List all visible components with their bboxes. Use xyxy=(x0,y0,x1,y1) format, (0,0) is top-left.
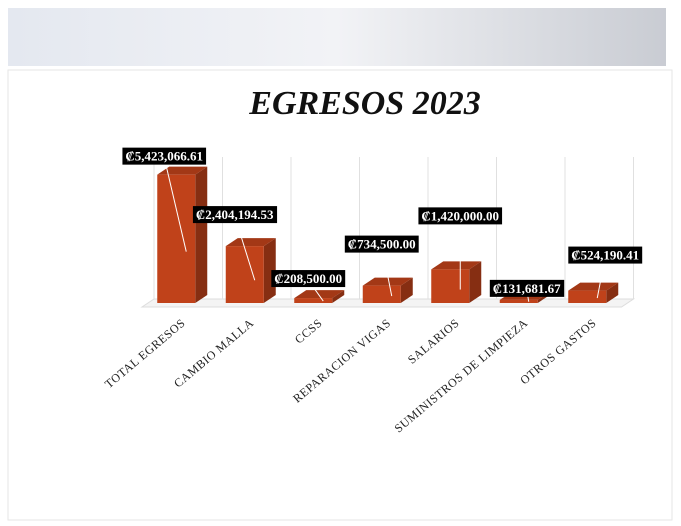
bar-top xyxy=(225,238,276,247)
bar-top xyxy=(157,166,208,175)
bar xyxy=(499,299,538,303)
bar xyxy=(362,285,401,303)
value-label: ₡524,190.41 xyxy=(571,248,639,263)
bar-top xyxy=(568,282,619,291)
value-label-box xyxy=(489,279,565,297)
chart-title: EGRESOS 2023 xyxy=(248,85,480,122)
value-label-box xyxy=(271,270,346,288)
bar xyxy=(431,269,470,303)
value-label: ₡5,423,066.61 xyxy=(125,149,203,164)
value-label-box xyxy=(568,246,643,264)
bar xyxy=(294,298,333,303)
bar-side xyxy=(606,282,619,303)
value-label: ₡131,681.67 xyxy=(493,281,561,296)
bar-top xyxy=(362,277,413,286)
bar xyxy=(225,246,264,303)
value-label-box xyxy=(344,235,419,253)
bar-side xyxy=(195,166,208,303)
value-label: ₡2,404,194.53 xyxy=(196,207,274,222)
bar-side xyxy=(469,261,482,303)
bar xyxy=(568,290,607,303)
bar-top xyxy=(294,290,345,299)
leader-line xyxy=(163,157,187,252)
value-label-box xyxy=(192,206,278,224)
leader-line xyxy=(234,215,256,281)
leader-line xyxy=(381,245,393,297)
bar-top xyxy=(431,261,482,270)
value-label-box xyxy=(122,147,207,165)
bar-side xyxy=(332,290,345,303)
banner xyxy=(8,8,666,66)
value-label-box xyxy=(418,207,503,225)
value-label: ₡1,420,000.00 xyxy=(421,208,499,223)
value-label: ₡208,500.00 xyxy=(274,271,342,286)
bar xyxy=(157,174,196,303)
value-label: ₡734,500.00 xyxy=(348,237,416,252)
bar-side xyxy=(400,277,413,303)
